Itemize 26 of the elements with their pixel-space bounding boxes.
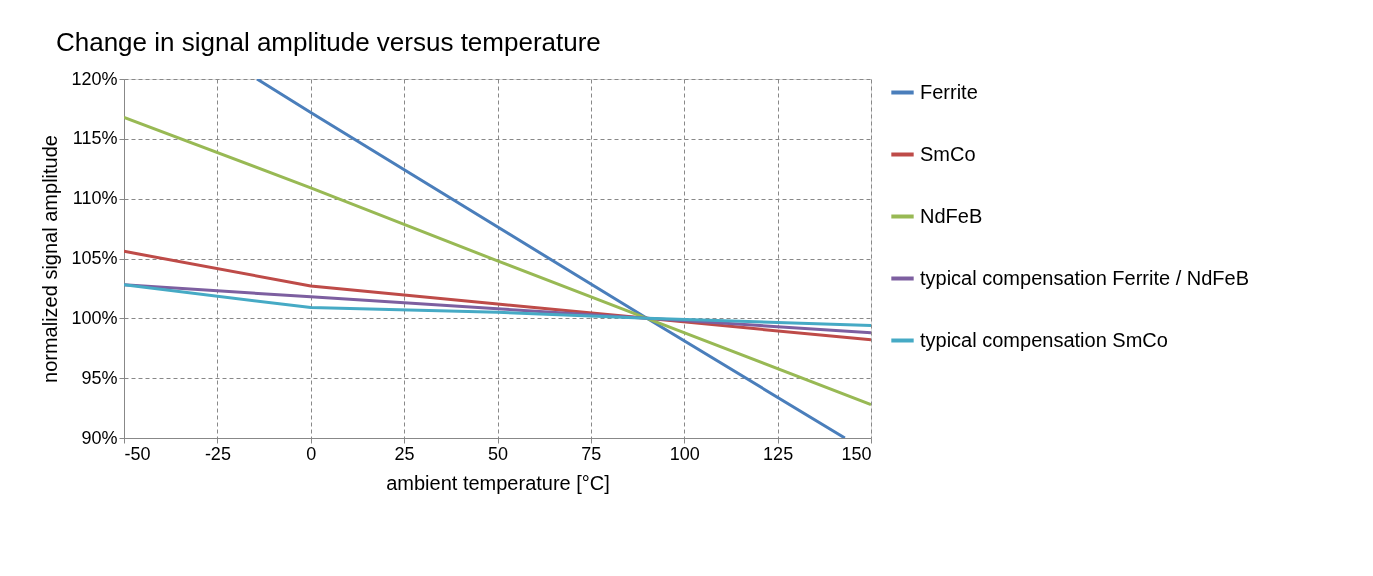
- y-tick-label: 110%: [72, 188, 118, 209]
- x-tick-label: 50: [487, 443, 509, 464]
- x-tick-label: 100: [669, 443, 700, 464]
- x-tick-label: 125: [763, 443, 794, 464]
- y-tick-label: 105%: [71, 248, 118, 268]
- legend-label: SmCo: [920, 142, 976, 165]
- line-series: [255, 79, 847, 438]
- y-tick-label: 100%: [71, 307, 118, 328]
- x-tick-label: 0: [306, 443, 317, 464]
- legend-label: NdFeB: [920, 204, 983, 227]
- legend-label: typical compensation Ferrite / NdFeB: [920, 266, 1250, 289]
- x-tick-label: 75: [581, 443, 602, 464]
- y-tick-label: 120%: [71, 68, 118, 89]
- y-tick-label: 90%: [81, 427, 118, 448]
- line-series: [124, 115, 871, 406]
- x-tick-label: 25: [394, 443, 415, 464]
- x-tick-label: -50: [124, 443, 151, 464]
- legend-label: typical compensation SmCo: [920, 328, 1168, 351]
- x-tick-label: -25: [204, 443, 231, 464]
- y-tick-label: 95%: [81, 367, 118, 388]
- x-tick-label: 150: [841, 443, 872, 464]
- legend-label: Ferrite: [920, 80, 978, 103]
- x-axis-title: ambient temperature [°C]: [386, 471, 610, 494]
- y-tick-label: 115%: [72, 128, 118, 149]
- y-axis-title: normalized signal amplitude: [39, 135, 62, 383]
- chart-title: Change in signal amplitude versus temperature: [55, 27, 601, 57]
